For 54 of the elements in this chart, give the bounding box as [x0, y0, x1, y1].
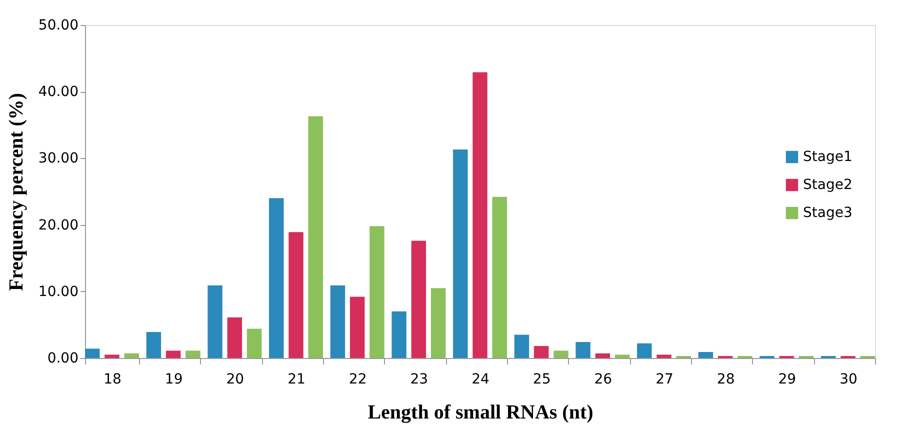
x-tick-label: 18 — [104, 372, 122, 388]
x-tick-label: 22 — [348, 372, 367, 388]
bar — [246, 328, 262, 358]
y-tick-label: 40.00 — [38, 84, 78, 100]
bar — [308, 116, 323, 358]
bar — [637, 343, 652, 358]
bar — [614, 354, 630, 358]
bar — [104, 354, 120, 358]
x-tick-label: 30 — [840, 372, 858, 388]
x-tick-label: 29 — [778, 372, 796, 388]
bar — [492, 196, 507, 358]
bar — [227, 317, 242, 358]
x-tick-label: 21 — [288, 372, 306, 388]
bar — [554, 350, 568, 358]
bar — [146, 332, 162, 358]
bar — [166, 350, 181, 358]
x-tick-label: 24 — [472, 372, 490, 388]
y-axis-title: Frequency percent (%) — [5, 92, 28, 292]
bar — [576, 342, 590, 358]
bar — [350, 296, 365, 358]
y-tick-label: 10.00 — [38, 284, 78, 300]
bar — [124, 353, 139, 358]
y-tick-label: 20.00 — [38, 217, 78, 234]
bar — [656, 354, 672, 358]
bar — [392, 311, 406, 358]
bar — [186, 350, 200, 358]
bar — [472, 72, 488, 358]
bar — [453, 150, 468, 358]
bar — [370, 226, 384, 358]
bar — [595, 353, 610, 358]
bar — [288, 232, 304, 358]
legend-label: Stage2 — [803, 177, 852, 193]
bar — [534, 346, 549, 358]
bar — [208, 285, 222, 358]
y-tick-label: 30.00 — [38, 150, 78, 167]
bar — [430, 288, 446, 358]
bar — [330, 285, 346, 358]
bar — [411, 240, 426, 358]
bar — [514, 334, 530, 358]
x-tick-label: 27 — [656, 372, 674, 388]
x-tick-label: 23 — [410, 372, 428, 388]
x-tick-label: 25 — [532, 372, 551, 388]
x-tick-label: 19 — [164, 372, 183, 388]
y-tick-label: 50.00 — [38, 18, 78, 34]
x-tick-label: 26 — [594, 372, 612, 388]
x-axis-title: Length of small RNAs (nt) — [368, 402, 594, 424]
x-tick-label: 28 — [716, 372, 735, 388]
legend-label: Stage1 — [803, 149, 852, 165]
legend-label: Stage3 — [803, 205, 852, 221]
bar — [85, 348, 100, 358]
bar — [269, 198, 284, 358]
y-tick-label: 0.00 — [47, 350, 78, 366]
x-tick-label: 20 — [226, 372, 244, 388]
bar — [698, 352, 714, 358]
